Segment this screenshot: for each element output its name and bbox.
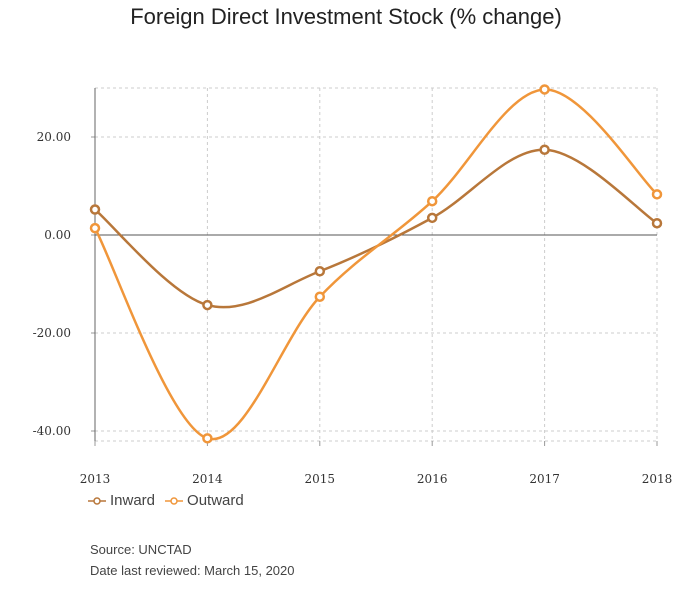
chart-title: Foreign Direct Investment Stock (% chang… [130, 4, 562, 29]
y-tick-label: 20.00 [37, 130, 71, 144]
grid-layer [95, 87, 658, 442]
data-point-outward [89, 222, 101, 234]
series-line-outward [93, 88, 658, 441]
x-tick-label: 2015 [305, 472, 336, 486]
legend-marker-icon [165, 496, 184, 505]
data-point-outward [202, 433, 213, 444]
x-tick-label: 2013 [80, 472, 111, 486]
legend-label: Outward [187, 492, 244, 509]
axis-layer [91, 88, 658, 446]
data-point-inward [539, 144, 550, 155]
label-layer: 2013 2014 2015 2016 2017 2018 20.00 0.00 -20.00 -… [33, 130, 673, 486]
x-tick-label: 2016 [417, 472, 448, 486]
legend-label: Inward [110, 492, 156, 509]
data-point-inward [202, 299, 213, 311]
data-point-inward [426, 212, 438, 224]
series-layer [89, 84, 663, 444]
data-point-outward [651, 189, 663, 200]
legend-marker-icon [88, 496, 106, 505]
data-point-inward [651, 217, 663, 229]
series-line-inward [94, 148, 658, 309]
chart-footer: Source: UNCTAD Date last reviewed: March… [90, 539, 295, 581]
data-point-outward [314, 291, 326, 302]
x-tick-label: 2018 [642, 472, 673, 486]
x-tick-label: 2017 [529, 472, 560, 486]
data-point-outward [539, 84, 550, 95]
y-tick-label: 0.00 [44, 228, 71, 242]
review-date-note: Date last reviewed: March 15, 2020 [90, 563, 295, 578]
source-note: Source: UNCTAD [90, 542, 192, 557]
y-tick-label: -40.00 [33, 424, 71, 438]
legend-item-inward[interactable]: Inward [88, 492, 155, 509]
data-point-inward [314, 266, 326, 277]
chart-legend: Inward Outward [88, 492, 254, 509]
data-point-inward [89, 204, 101, 215]
x-tick-label: 2014 [192, 472, 223, 486]
data-point-outward [426, 195, 438, 207]
legend-item-outward[interactable]: Outward [165, 492, 244, 509]
y-tick-label: -20.00 [33, 326, 71, 340]
